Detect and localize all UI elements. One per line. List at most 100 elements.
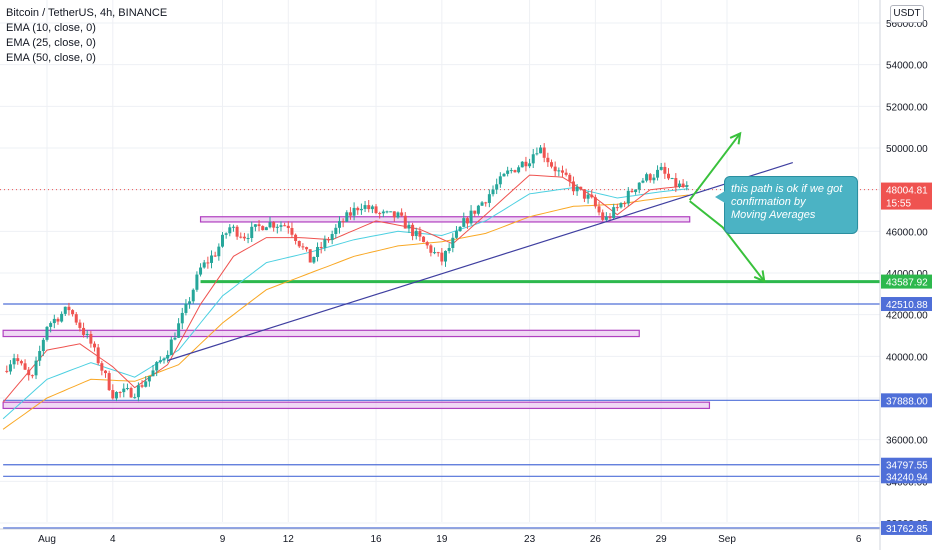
candle-body [41,339,45,352]
candle-body [487,194,491,203]
candlesticks [5,143,689,402]
candle-body [96,347,100,364]
candle-body [520,161,524,168]
candle-body [447,247,451,251]
candle-body [473,210,477,214]
x-tick-label: 26 [590,534,602,545]
candle-body [667,173,671,179]
y-tick-label: 50000.00 [886,144,928,155]
candle-body [590,194,594,198]
candle-body [337,221,341,228]
x-tick-label: 29 [656,534,668,545]
bearish-projection-arrow [689,200,766,282]
candle-body [103,370,107,374]
candle-body [177,323,181,338]
candle-body [169,339,173,355]
candle-body [305,247,309,250]
candle-body [191,289,195,302]
ema-50-legend[interactable]: EMA (50, close, 0) [6,52,96,64]
candle-body [173,337,177,340]
candle-body [5,370,9,372]
candle-body [443,250,447,262]
candle-body [645,174,649,181]
candle-body [560,170,564,173]
candle-body [553,166,557,172]
candle-body [418,230,422,237]
candle-body [557,170,561,172]
candle-body [275,226,279,228]
candle-body [301,246,305,248]
candle-body [579,186,583,190]
candle-body [356,207,360,211]
candle-body [63,306,67,314]
level-price-tag: 31762.85 [886,524,928,535]
candle-body [480,202,484,206]
candle-body [136,385,140,398]
candle-body [71,310,75,315]
candle-body [89,333,93,344]
candle-body [82,327,86,335]
candle-body [612,207,616,219]
candle-body [433,252,437,254]
candle-body [162,358,166,361]
trendline [167,162,793,362]
y-tick-label: 36000.00 [886,436,928,447]
candle-body [367,205,371,210]
candle-body [27,369,31,376]
candle-body [122,388,126,393]
candle-body [363,205,367,209]
annotation-callout[interactable]: this path is ok if we got confirmation b… [715,176,858,234]
last-price-tag-bg [881,182,932,210]
candle-body [129,388,133,398]
candle-body [308,249,312,263]
level-price-tag-bg [881,520,932,535]
level-price-tag-bg [881,297,932,312]
candle-body [345,212,349,222]
candle-body [652,177,656,181]
x-tick-label: 9 [220,534,226,545]
candle-body [93,343,97,348]
countdown-tag: 15:55 [886,199,911,210]
candle-body [30,375,34,377]
ema-25-legend[interactable]: EMA (25, close, 0) [6,37,96,49]
candle-body [334,227,338,234]
ema-10-legend[interactable]: EMA (10, close, 0) [6,22,96,34]
candle-body [34,360,38,376]
candle-body [389,211,393,213]
candle-body [38,351,42,361]
candle-body [681,183,685,187]
candle-body [133,397,137,399]
candle-body [641,180,645,183]
symbol-title[interactable]: Bitcoin / TetherUS, 4h, BINANCE [6,7,168,19]
candle-body [619,203,623,208]
candle-body [286,225,290,229]
candle-body [524,161,528,167]
candle-body [674,178,678,187]
candle-body [498,176,502,185]
candle-body [206,262,210,264]
candle-body [517,167,521,173]
candle-body [144,381,148,387]
candle-body [231,226,235,228]
arrow-head [753,270,766,283]
level-price-tag-bg [881,393,932,408]
candle-body [670,178,674,180]
candle-body [253,224,257,227]
ascending-trendline [167,162,793,362]
candle-body [290,228,294,235]
candle-body [429,245,433,253]
horizontal-levels [0,189,880,529]
candle-body [12,358,16,365]
candle-body [352,207,356,216]
candle-body [348,212,352,216]
candle-body [601,212,605,220]
candle-body [45,326,49,340]
currency-badge[interactable]: USDT [890,5,924,23]
ema-50-line [2,194,689,430]
candle-body [568,174,572,182]
candle-body [648,174,652,181]
candle-body [400,212,404,216]
candle-body [239,236,243,238]
candle-body [550,162,554,167]
